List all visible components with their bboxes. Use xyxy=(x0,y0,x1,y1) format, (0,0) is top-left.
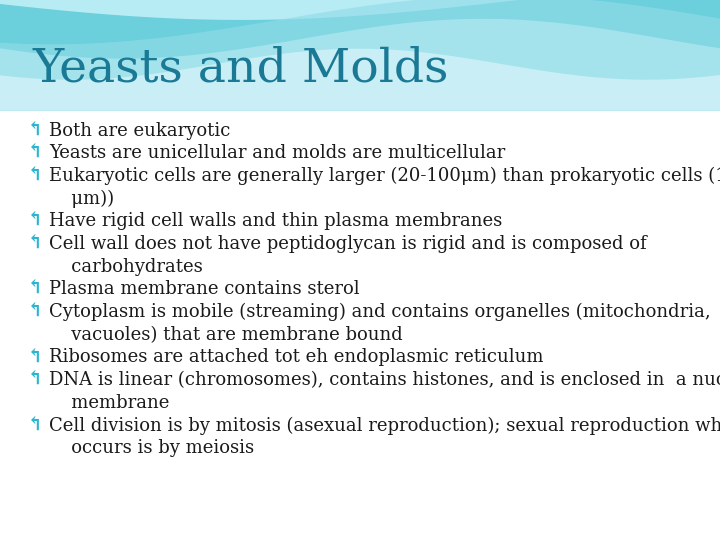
Text: Ribosomes are attached tot eh endoplasmic reticulum: Ribosomes are attached tot eh endoplasmi… xyxy=(49,348,544,366)
Text: ↰: ↰ xyxy=(27,348,44,366)
Text: occurs is by meiosis: occurs is by meiosis xyxy=(54,439,254,457)
Text: Both are eukaryotic: Both are eukaryotic xyxy=(49,122,230,139)
Text: Yeasts and Molds: Yeasts and Molds xyxy=(32,46,449,91)
Polygon shape xyxy=(0,0,720,111)
Polygon shape xyxy=(0,19,720,111)
Polygon shape xyxy=(0,49,720,111)
Text: Cell wall does not have peptidoglycan is rigid and is composed of: Cell wall does not have peptidoglycan is… xyxy=(49,235,647,253)
Text: ↰: ↰ xyxy=(27,303,44,321)
Text: ↰: ↰ xyxy=(27,235,44,253)
Text: ↰: ↰ xyxy=(27,371,44,389)
Text: ↰: ↰ xyxy=(27,416,44,434)
Text: μm)): μm)) xyxy=(54,190,114,208)
Text: ↰: ↰ xyxy=(27,144,44,162)
Text: ↰: ↰ xyxy=(27,212,44,230)
Text: carbohydrates: carbohydrates xyxy=(54,258,203,275)
Text: Plasma membrane contains sterol: Plasma membrane contains sterol xyxy=(49,280,359,298)
Text: Cytoplasm is mobile (streaming) and contains organelles (mitochondria,: Cytoplasm is mobile (streaming) and cont… xyxy=(49,303,711,321)
Text: Cell division is by mitosis (asexual reproduction); sexual reproduction when it: Cell division is by mitosis (asexual rep… xyxy=(49,416,720,435)
Text: vacuoles) that are membrane bound: vacuoles) that are membrane bound xyxy=(54,326,402,343)
Text: ↰: ↰ xyxy=(27,280,44,298)
Polygon shape xyxy=(0,0,720,111)
Polygon shape xyxy=(0,0,720,111)
Text: Have rigid cell walls and thin plasma membranes: Have rigid cell walls and thin plasma me… xyxy=(49,212,503,230)
Text: ↰: ↰ xyxy=(27,167,44,185)
Text: ↰: ↰ xyxy=(27,122,44,139)
Text: Yeasts are unicellular and molds are multicellular: Yeasts are unicellular and molds are mul… xyxy=(49,144,505,162)
Text: Eukaryotic cells are generally larger (20-100μm) than prokaryotic cells (1-10: Eukaryotic cells are generally larger (2… xyxy=(49,167,720,185)
Text: membrane: membrane xyxy=(54,394,169,411)
Text: DNA is linear (chromosomes), contains histones, and is enclosed in  a nuclear: DNA is linear (chromosomes), contains hi… xyxy=(49,371,720,389)
